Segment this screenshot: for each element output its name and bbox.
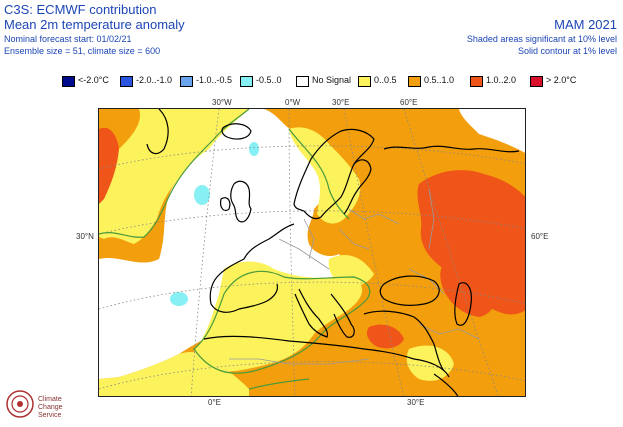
lon-label-0w: 0°W [285, 98, 301, 107]
coastline-north-africa [203, 335, 450, 378]
coastlines [146, 109, 520, 396]
legend-swatch [120, 76, 133, 87]
forecast-start: Nominal forecast start: 01/02/21 [4, 34, 132, 44]
ensemble-info: Ensemble size = 51, climate size = 600 [4, 46, 161, 56]
legend-swatch [180, 76, 193, 87]
weak-negative-patch-3 [249, 142, 259, 156]
legend-label: -0.5..0 [256, 75, 282, 85]
border-line [338, 228, 370, 250]
anomaly-map [98, 108, 526, 397]
coastline-caspian [454, 282, 472, 326]
legend-label: No Signal [312, 75, 352, 85]
copernicus-logo-graphic [6, 390, 34, 418]
meridian-line [343, 109, 404, 396]
border-line [229, 358, 370, 365]
legend-swatch [358, 76, 371, 87]
no-signal-atlantic [99, 109, 347, 379]
parallel-line [99, 210, 525, 235]
legend-swatch [62, 76, 75, 87]
coastline-greenland [146, 109, 169, 155]
lon-label-30e-top: 30°E [332, 98, 350, 107]
logo-text: Climate Change Service [38, 396, 63, 419]
border-line [348, 208, 400, 225]
coastline-ireland [220, 197, 231, 212]
season-label: MAM 2021 [554, 17, 617, 32]
logo-ring-inner [11, 395, 29, 413]
contour-line [193, 270, 371, 374]
graticule [99, 109, 525, 396]
legend-label: > 2.0°C [546, 75, 577, 85]
strong-positive-caspian [440, 264, 495, 317]
coastline-italy [294, 288, 329, 338]
legend-label: 0..0.5 [374, 75, 397, 85]
lon-label-0e: 0°E [208, 398, 221, 407]
anomaly-map-graphic [99, 109, 525, 396]
meridian-line [190, 109, 220, 396]
legend-swatch [470, 76, 483, 87]
strong-positive-russia [417, 170, 525, 315]
legend-label: -1.0..-0.5 [196, 75, 233, 85]
coastline-balkans [330, 293, 355, 338]
weak-positive-north-africa-west [99, 352, 249, 396]
lat-label-left: 30°N [76, 232, 94, 241]
coastline-great-britain [230, 180, 252, 223]
border-line [303, 218, 315, 260]
lat-label-right: 60°E [531, 232, 549, 241]
significance-contours [99, 109, 371, 390]
contour-line [288, 128, 350, 220]
weak-negative-patch-1 [194, 185, 210, 205]
legend-swatch [296, 76, 309, 87]
legend-label: -2.0..-1.0 [136, 75, 173, 85]
contour-note: Solid contour at 1% level [517, 46, 617, 56]
contour-line [248, 378, 310, 390]
logo-core [17, 401, 23, 407]
weak-positive-balkans [328, 254, 374, 288]
legend-swatch [240, 76, 253, 87]
coastline-iceland [221, 123, 252, 140]
weak-positive-iberia-med [193, 261, 363, 372]
legend-swatch [408, 76, 421, 87]
legend-label: 1.0..2.0 [486, 75, 517, 85]
strong-positive-anatolia [366, 324, 404, 349]
meridian-line [403, 109, 499, 396]
contour-line [99, 109, 250, 238]
parallel-line [99, 145, 525, 170]
weak-negative-patch-2 [170, 292, 188, 306]
border-line [418, 323, 480, 340]
coastline-arabia [433, 373, 459, 396]
coastline-arctic [383, 145, 520, 153]
coastline-iberia-france [209, 223, 295, 313]
legend-label: <-2.0°C [78, 75, 109, 85]
significance-note: Shaded areas significant at 10% level [466, 34, 617, 44]
logo-ring-outer [6, 390, 34, 418]
coastline-baltic [343, 159, 372, 215]
copernicus-climate-logo: Climate Change Service [4, 386, 84, 422]
lon-label-30e-bottom: 30°E [407, 398, 425, 407]
legend-label: 0.5..1.0 [424, 75, 455, 85]
source-label: C3S: ECMWF contribution [4, 2, 157, 17]
lon-label-60e-top: 60°E [400, 98, 418, 107]
parallel-line [99, 361, 525, 390]
coastline-anatolia [363, 310, 445, 372]
border-line [428, 188, 435, 250]
page-title: Mean 2m temperature anomaly [4, 17, 185, 32]
border-line [278, 238, 330, 270]
weak-positive-north-atlantic [99, 109, 249, 244]
parallel-line [99, 281, 525, 310]
no-signal-arctic [459, 109, 525, 153]
strong-positive-west-edge [99, 127, 119, 204]
coastline-black-sea [379, 275, 440, 306]
meridian-line [288, 109, 296, 396]
lon-label-30w: 30°W [212, 98, 232, 107]
legend-swatch [530, 76, 543, 87]
